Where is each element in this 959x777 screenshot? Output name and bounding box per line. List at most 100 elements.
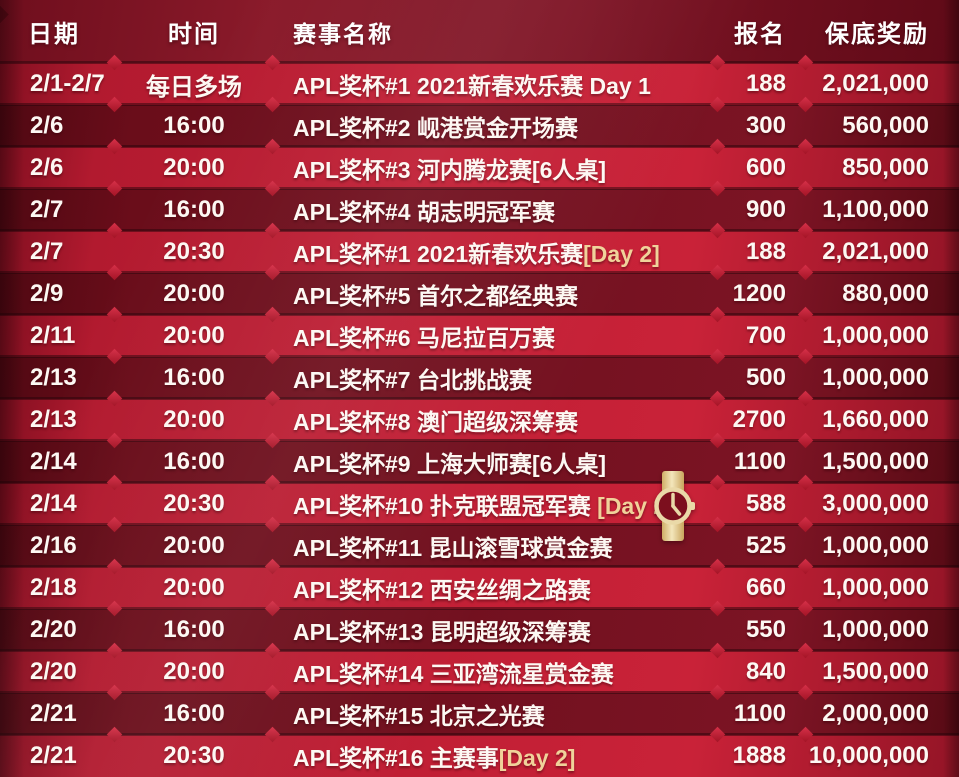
date-text: 2/21 bbox=[30, 700, 77, 727]
entry-cell: 588 bbox=[718, 490, 806, 518]
table-header: 日期 时间 赛事名称 报名 保底奖励 bbox=[0, 0, 959, 63]
table-row: 2/13 16:00 APL奖杯#7 台北挑战赛 500 1,000,000 bbox=[0, 348, 959, 399]
table-row: 2/9 20:00 APL奖杯#5 首尔之都经典赛 1200 880,000 bbox=[0, 264, 959, 315]
event-cell: APL奖杯#1 2021新春欢乐赛 Day 1 bbox=[273, 67, 718, 101]
event-cell: APL奖杯#2 岘港赏金开场赛 bbox=[273, 109, 718, 143]
event-name: APL奖杯#8 澳门超级深筹赛 bbox=[293, 409, 578, 435]
guarantee-amount: 1,000,000 bbox=[822, 616, 929, 643]
guarantee-amount: 1,000,000 bbox=[822, 364, 929, 391]
row-separator bbox=[0, 222, 959, 239]
table-row: 2/7 20:30 APL奖杯#1 2021新春欢乐赛[Day 2] 188 2… bbox=[0, 222, 959, 273]
date-cell: 2/6 bbox=[0, 112, 115, 140]
date-text: 2/7 bbox=[30, 238, 64, 265]
entry-cell: 525 bbox=[718, 532, 806, 560]
guarantee-amount: 2,000,000 bbox=[822, 700, 929, 727]
event-name: APL奖杯#9 上海大师赛[6人桌] bbox=[293, 451, 607, 477]
entry-count: 900 bbox=[745, 196, 786, 223]
guarantee-amount: 1,100,000 bbox=[822, 196, 929, 223]
entry-cell: 188 bbox=[718, 238, 806, 266]
date-cell: 2/14 bbox=[0, 448, 115, 476]
event-name: APL奖杯#14 三亚湾流星赏金赛 bbox=[293, 661, 614, 687]
table-row: 2/21 20:30 APL奖杯#16 主赛事[Day 2] 1888 10,0… bbox=[0, 726, 959, 777]
table-row: 2/1-2/7 每日多场 APL奖杯#1 2021新春欢乐赛 Day 1 188… bbox=[0, 54, 959, 105]
date-cell: 2/13 bbox=[0, 364, 115, 392]
date-text: 2/9 bbox=[30, 280, 64, 307]
entry-count: 700 bbox=[745, 322, 786, 349]
guarantee-amount: 1,500,000 bbox=[822, 448, 929, 475]
time-cell: 16:00 bbox=[115, 364, 273, 392]
date-text: 2/20 bbox=[30, 616, 77, 643]
date-text: 2/18 bbox=[30, 574, 77, 601]
event-name: APL奖杯#6 马尼拉百万赛 bbox=[293, 325, 555, 351]
header-time: 时间 bbox=[168, 21, 220, 48]
time-text: 16:00 bbox=[163, 364, 225, 391]
time-cell: 20:00 bbox=[115, 574, 273, 602]
guarantee-cell: 1,660,000 bbox=[806, 406, 959, 434]
date-text: 2/14 bbox=[30, 490, 77, 517]
date-cell: 2/7 bbox=[0, 196, 115, 224]
event-name: APL奖杯#16 主赛事 bbox=[293, 745, 499, 771]
entry-cell: 700 bbox=[718, 322, 806, 350]
time-text: 每日多场 bbox=[146, 73, 242, 101]
event-cell: APL奖杯#13 昆明超级深筹赛 bbox=[273, 613, 718, 647]
date-text: 2/16 bbox=[30, 532, 77, 559]
guarantee-cell: 880,000 bbox=[806, 280, 959, 308]
table-row: 2/14 16:00 APL奖杯#9 上海大师赛[6人桌] 1100 1,500… bbox=[0, 432, 959, 483]
time-cell: 16:00 bbox=[115, 448, 273, 476]
table-row: 2/20 20:00 APL奖杯#14 三亚湾流星赏金赛 840 1,500,0… bbox=[0, 642, 959, 693]
time-text: 20:00 bbox=[163, 406, 225, 433]
guarantee-cell: 2,000,000 bbox=[806, 700, 959, 728]
entry-count: 188 bbox=[745, 70, 786, 97]
date-cell: 2/7 bbox=[0, 238, 115, 266]
date-text: 2/21 bbox=[30, 742, 77, 769]
header-date: 日期 bbox=[28, 21, 80, 48]
time-text: 20:00 bbox=[163, 280, 225, 307]
event-cell: APL奖杯#10 扑克联盟冠军赛 [Day 2] bbox=[273, 471, 718, 541]
row-separator bbox=[0, 600, 959, 617]
event-cell: APL奖杯#14 三亚湾流星赏金赛 bbox=[273, 655, 718, 689]
entry-count: 2700 bbox=[732, 406, 786, 433]
time-text: 20:00 bbox=[163, 658, 225, 685]
table-row: 2/20 16:00 APL奖杯#13 昆明超级深筹赛 550 1,000,00… bbox=[0, 600, 959, 651]
event-cell: APL奖杯#4 胡志明冠军赛 bbox=[273, 193, 718, 227]
event-name: APL奖杯#11 昆山滚雪球赏金赛 bbox=[293, 535, 613, 561]
guarantee-cell: 560,000 bbox=[806, 112, 959, 140]
entry-cell: 2700 bbox=[718, 406, 806, 434]
event-name: APL奖杯#2 岘港赏金开场赛 bbox=[293, 115, 578, 141]
row-separator bbox=[0, 54, 959, 71]
guarantee-amount: 850,000 bbox=[842, 154, 929, 181]
entry-count: 600 bbox=[745, 154, 786, 181]
row-separator bbox=[0, 558, 959, 575]
entry-cell: 1888 bbox=[718, 742, 806, 770]
event-cell: APL奖杯#3 河内腾龙赛[6人桌] bbox=[273, 151, 718, 185]
time-cell: 16:00 bbox=[115, 112, 273, 140]
entry-cell: 188 bbox=[718, 70, 806, 98]
guarantee-amount: 880,000 bbox=[842, 280, 929, 307]
time-text: 16:00 bbox=[163, 616, 225, 643]
entry-cell: 900 bbox=[718, 196, 806, 224]
event-name: APL奖杯#15 北京之光赛 bbox=[293, 703, 545, 729]
guarantee-cell: 1,000,000 bbox=[806, 616, 959, 644]
date-text: 2/20 bbox=[30, 658, 77, 685]
guarantee-cell: 850,000 bbox=[806, 154, 959, 182]
time-cell: 20:00 bbox=[115, 322, 273, 350]
table-row: 2/21 16:00 APL奖杯#15 北京之光赛 1100 2,000,000 bbox=[0, 684, 959, 735]
event-name: APL奖杯#1 2021新春欢乐赛 Day 1 bbox=[293, 73, 651, 99]
guarantee-amount: 3,000,000 bbox=[822, 490, 929, 517]
date-text: 2/1-2/7 bbox=[30, 70, 105, 97]
guarantee-cell: 1,100,000 bbox=[806, 196, 959, 224]
row-separator bbox=[0, 432, 959, 449]
guarantee-cell: 1,000,000 bbox=[806, 574, 959, 602]
date-cell: 2/20 bbox=[0, 658, 115, 686]
guarantee-amount: 1,660,000 bbox=[822, 406, 929, 433]
table-body: 2/1-2/7 每日多场 APL奖杯#1 2021新春欢乐赛 Day 1 188… bbox=[0, 54, 959, 777]
guarantee-amount: 2,021,000 bbox=[822, 238, 929, 265]
guarantee-cell: 1,000,000 bbox=[806, 364, 959, 392]
row-separator bbox=[0, 264, 959, 281]
entry-count: 1100 bbox=[733, 700, 786, 727]
event-cell: APL奖杯#5 首尔之都经典赛 bbox=[273, 277, 718, 311]
date-cell: 2/16 bbox=[0, 532, 115, 560]
entry-count: 1100 bbox=[733, 448, 786, 475]
row-separator bbox=[0, 306, 959, 323]
